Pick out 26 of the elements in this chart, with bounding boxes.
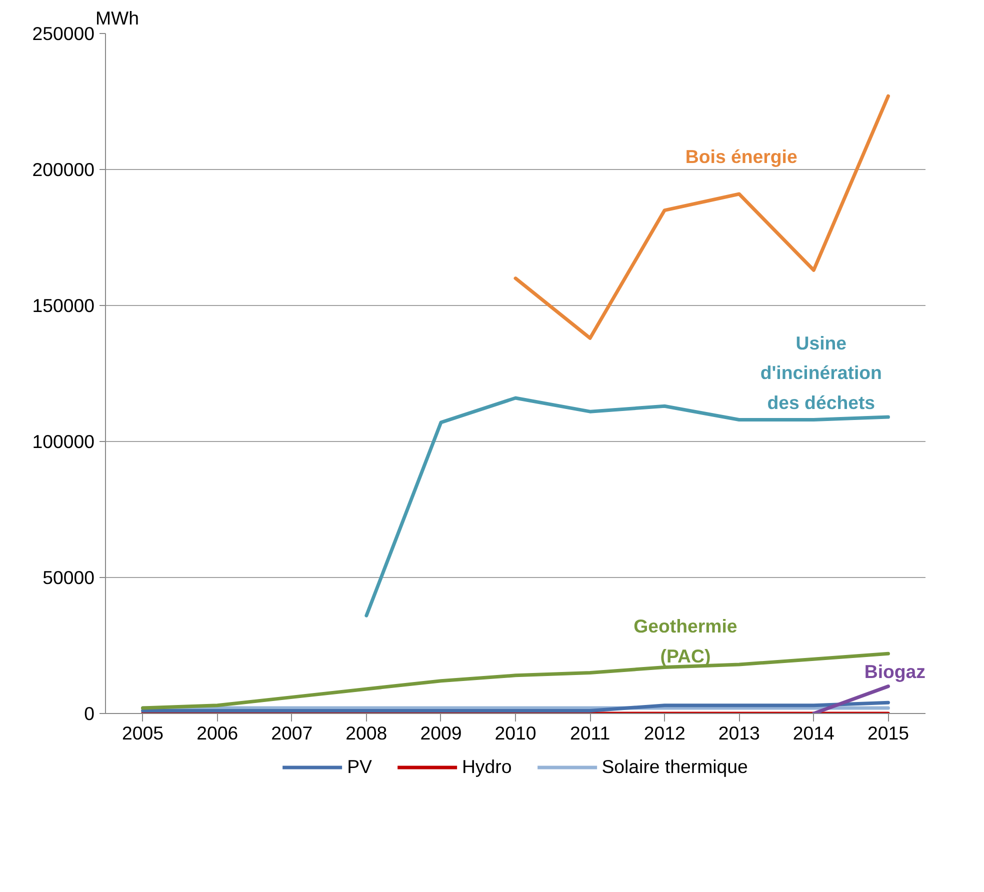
series-label: Usine d'incinération des déchets [760,332,882,413]
x-tick-label: 2010 [494,722,536,744]
y-tick-label: 200000 [32,159,95,180]
x-tick-label: 2007 [271,722,313,744]
x-tick-label: 2015 [867,722,909,744]
legend-label: PV [347,756,372,778]
series-label: Biogaz [864,660,926,682]
series-label: Geothermie (PAC) [634,615,738,666]
x-tick-label: 2008 [346,722,388,744]
x-tick-label: 2012 [644,722,686,744]
y-axis-title: MWh [96,8,140,28]
y-tick-label: 150000 [32,295,95,316]
x-tick-label: 2009 [420,722,462,744]
y-tick-label: 250000 [32,23,95,44]
x-tick-label: 2005 [122,722,164,744]
legend-label: Hydro [462,756,512,778]
text: Bois énergie [685,146,798,167]
x-tick-label: 2013 [718,722,760,744]
y-tick-label: 0 [84,703,95,724]
line-series [364,396,890,618]
x-tick-label: 2011 [570,722,610,744]
x-tick-label: 2006 [196,722,238,744]
y-tick-label: 50000 [42,567,95,588]
x-tick-label: 2014 [792,722,834,744]
y-tick-label: 100000 [32,431,95,452]
legend-label: Solaire thermique [602,756,748,778]
